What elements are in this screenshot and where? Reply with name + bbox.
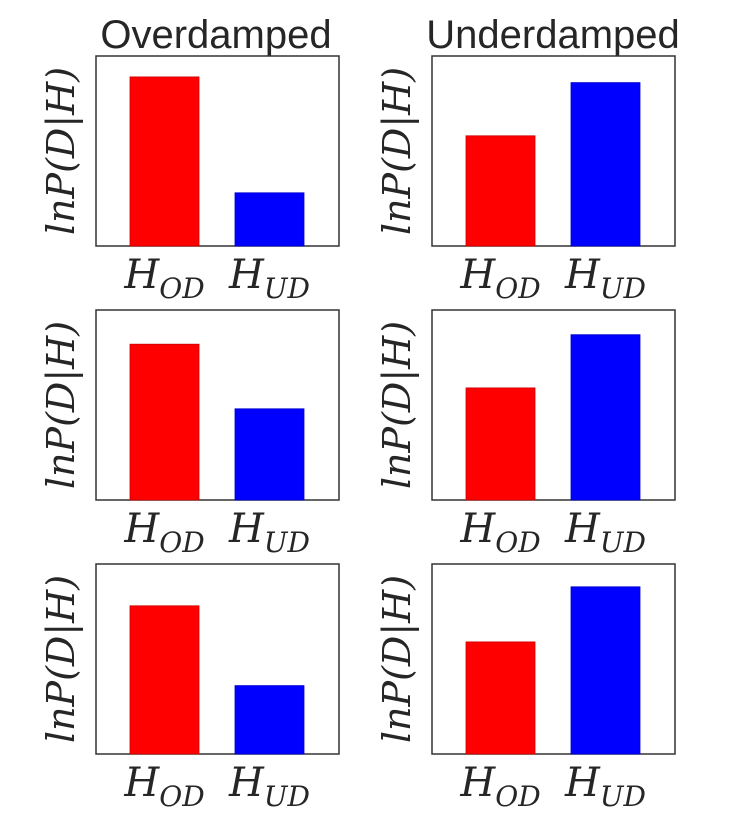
tick-label-h-ud: HUD	[564, 252, 646, 305]
bar-h-ud	[570, 334, 641, 501]
bar-h-ud	[234, 685, 305, 755]
panel-r1-c2: HOD HUD lnP(D|H)	[375, 55, 676, 305]
bar-h-od	[465, 135, 536, 247]
bar-h-od	[129, 343, 200, 501]
bar-h-ud	[234, 408, 305, 501]
panel-r3-c1: HOD HUD lnP(D|H)	[39, 563, 340, 813]
column-title-overdamped: Overdamped	[100, 13, 331, 57]
y-axis-label: lnP(D|H)	[39, 575, 83, 743]
column-title-underdamped: Underdamped	[426, 13, 680, 57]
panel-r2-c2: HOD HUD lnP(D|H)	[375, 309, 676, 559]
tick-label-h-ud: HUD	[228, 252, 310, 305]
y-axis-label: lnP(D|H)	[375, 67, 419, 235]
tick-label-h-od: HOD	[123, 252, 204, 305]
panel-r1-c1: HOD HUD lnP(D|H)	[39, 55, 340, 305]
bar-h-od	[129, 76, 200, 247]
tick-label-h-od: HOD	[123, 760, 204, 813]
panel-grid: HOD HUD lnP(D|H) HOD HUD lnP(D|H) HOD HUD lnP(D|…	[39, 55, 676, 813]
tick-label-h-ud: HUD	[564, 760, 646, 813]
bar-h-ud	[234, 192, 305, 247]
tick-label-h-od: HOD	[123, 506, 204, 559]
tick-label-h-ud: HUD	[228, 506, 310, 559]
bar-h-od	[465, 641, 536, 755]
bar-h-ud	[570, 586, 641, 755]
bar-h-ud	[570, 82, 641, 247]
y-axis-label: lnP(D|H)	[39, 67, 83, 235]
tick-label-h-ud: HUD	[564, 506, 646, 559]
panel-r2-c1: HOD HUD lnP(D|H)	[39, 309, 340, 559]
tick-label-h-od: HOD	[459, 760, 540, 813]
bar-h-od	[129, 605, 200, 755]
y-axis-label: lnP(D|H)	[39, 321, 83, 489]
tick-label-h-ud: HUD	[228, 760, 310, 813]
tick-label-h-od: HOD	[459, 506, 540, 559]
y-axis-label: lnP(D|H)	[375, 575, 419, 743]
tick-label-h-od: HOD	[459, 252, 540, 305]
y-axis-label: lnP(D|H)	[375, 321, 419, 489]
bar-h-od	[465, 387, 536, 501]
panel-r3-c2: HOD HUD lnP(D|H)	[375, 563, 676, 813]
